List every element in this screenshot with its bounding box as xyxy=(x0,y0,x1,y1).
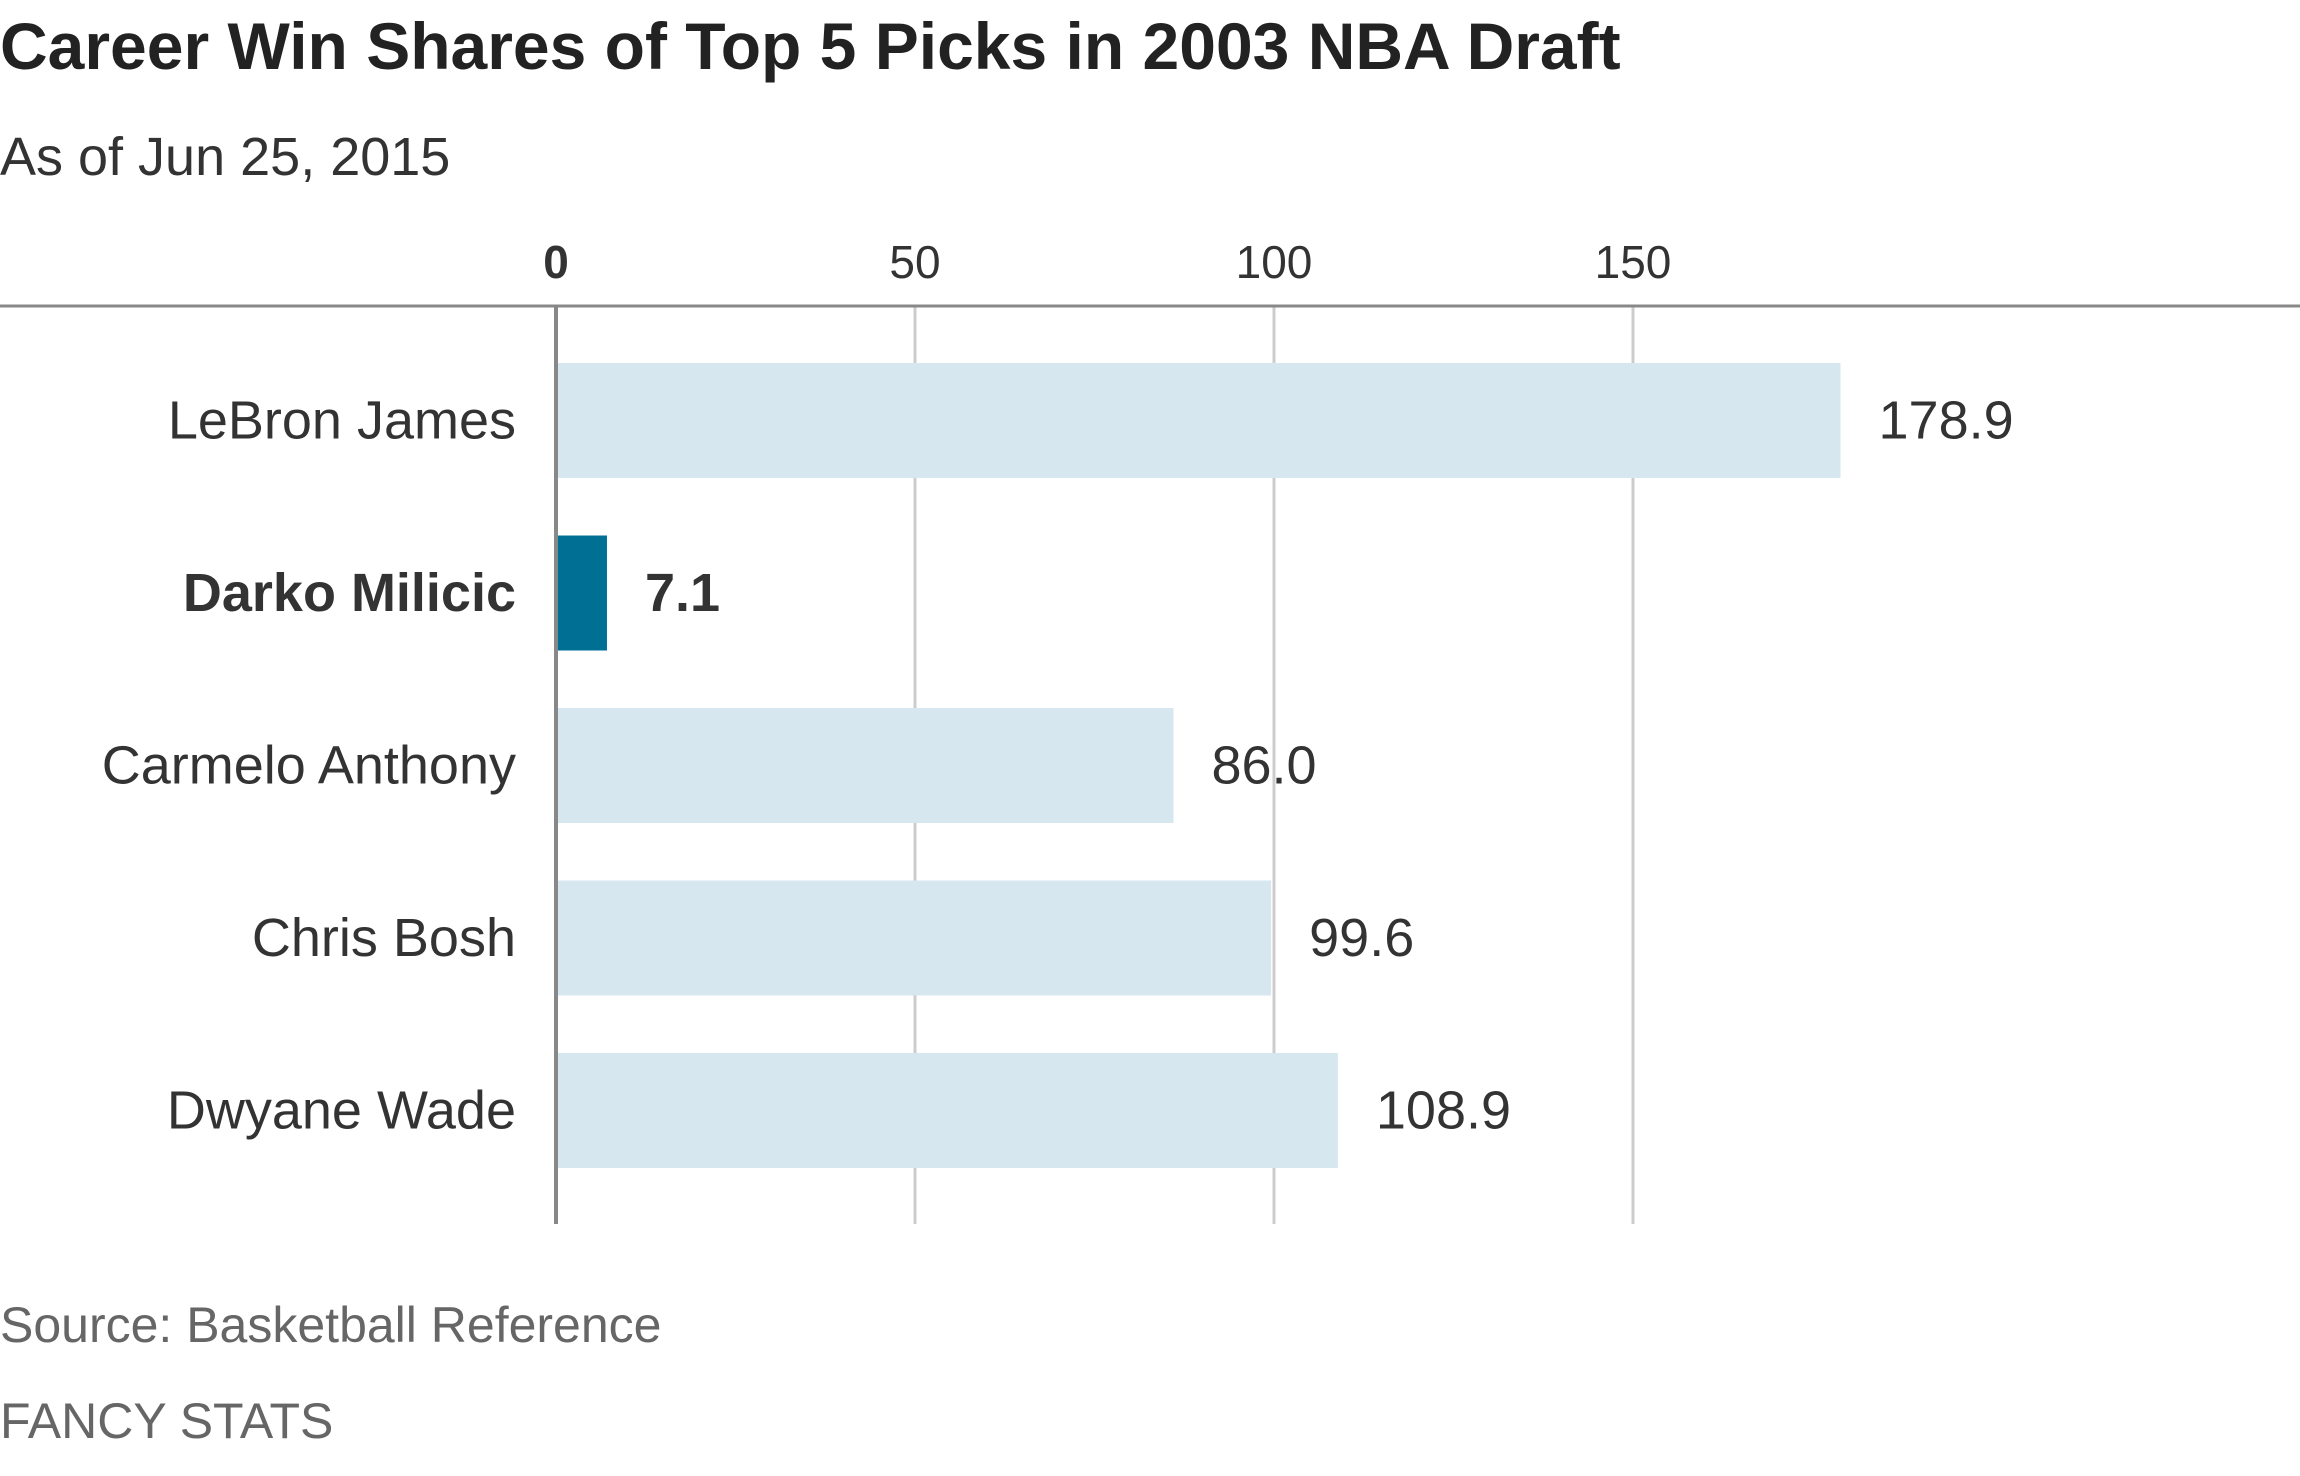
bar xyxy=(556,880,1272,996)
data-label: 178.9 xyxy=(1879,391,2014,451)
x-tick-label: 150 xyxy=(1595,236,1672,288)
data-label: 108.9 xyxy=(1376,1081,1511,1141)
x-tick-label: 50 xyxy=(889,236,940,288)
category-label: LeBron James xyxy=(168,391,516,451)
source-note: Source: Basketball Reference xyxy=(0,1297,662,1353)
bar xyxy=(556,1053,1338,1168)
category-label: Carmelo Anthony xyxy=(102,736,516,796)
chart-title: Career Win Shares of Top 5 Picks in 2003… xyxy=(0,9,1621,83)
data-label: 99.6 xyxy=(1309,908,1414,968)
category-label: Darko Milicic xyxy=(183,563,516,623)
x-tick-label: 0 xyxy=(543,236,569,288)
chart-subtitle: As of Jun 25, 2015 xyxy=(0,127,451,187)
data-label: 7.1 xyxy=(645,563,720,623)
bar xyxy=(556,708,1174,823)
bar xyxy=(556,363,1841,478)
category-label: Dwyane Wade xyxy=(167,1081,516,1141)
x-tick-label: 100 xyxy=(1236,236,1313,288)
data-label: 86.0 xyxy=(1211,736,1316,796)
credit-label: FANCY STATS xyxy=(0,1393,334,1449)
bar xyxy=(556,535,607,651)
category-label: Chris Bosh xyxy=(252,908,516,968)
